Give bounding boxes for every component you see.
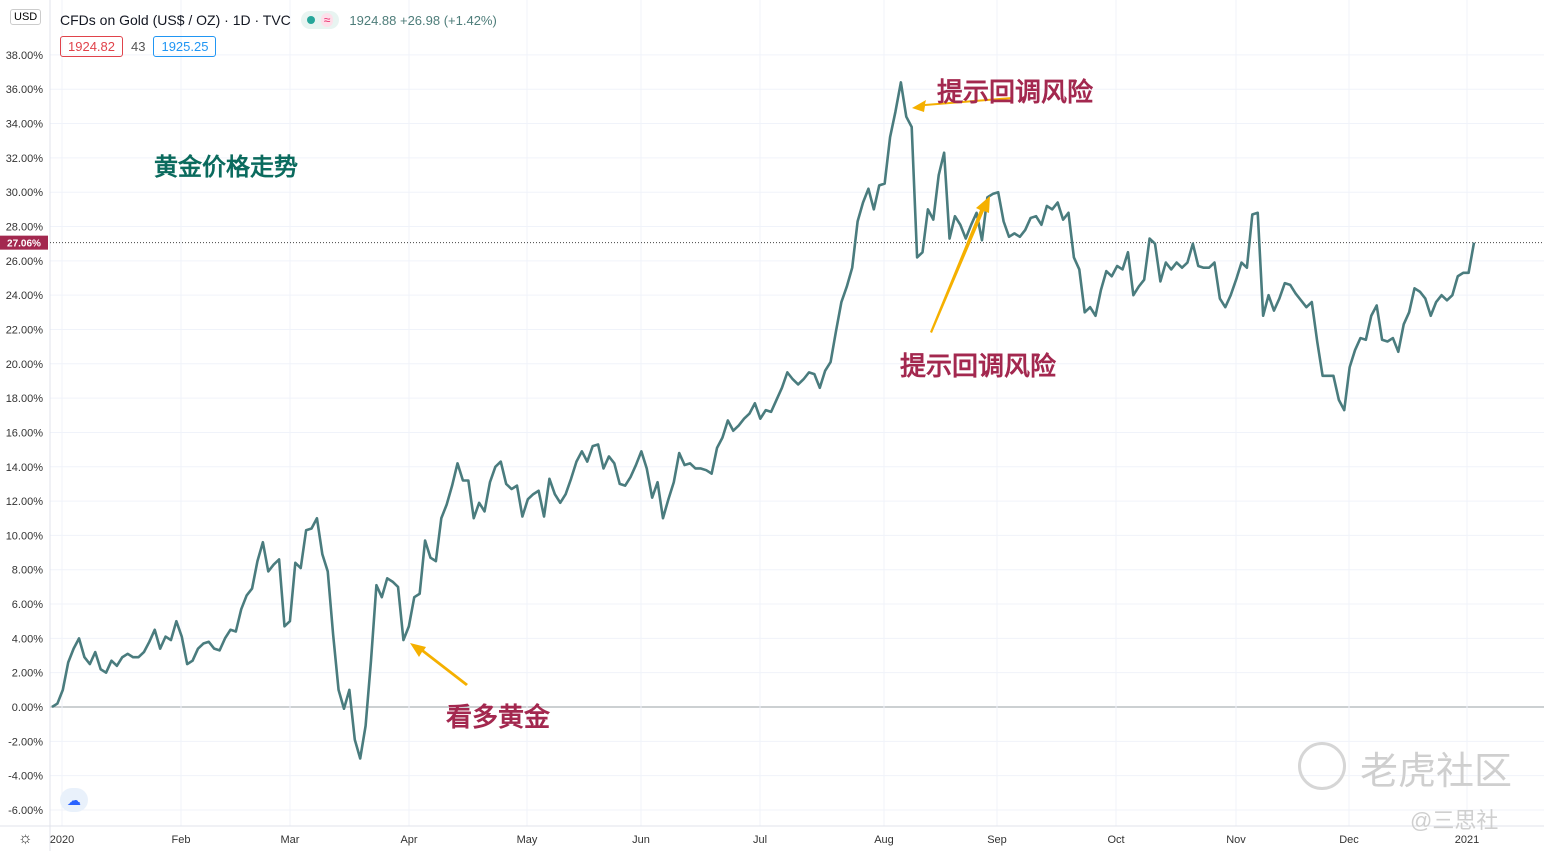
y-tick-label: 26.00% <box>6 256 44 268</box>
x-tick-label: Apr <box>400 834 417 846</box>
y-tick-label: 34.00% <box>6 119 44 131</box>
x-tick-label: 2020 <box>50 834 74 846</box>
quote: 1924.88 +26.98 (+1.42%) <box>349 12 497 28</box>
arrow-1 <box>912 97 1012 112</box>
y-tick-label: 0.00% <box>12 702 43 714</box>
buy-button[interactable]: 1925.25 <box>153 36 217 57</box>
arrow-2 <box>930 196 990 333</box>
y-tick-label: 2.00% <box>12 668 43 680</box>
sell-button[interactable]: 1924.82 <box>60 36 123 57</box>
y-tick-label: 12.00% <box>6 496 44 508</box>
y-tick-label: 24.00% <box>6 290 44 302</box>
watermark-author: @三思社 <box>1410 808 1499 833</box>
spread: 43 <box>131 39 146 54</box>
annotation-risk-2: 提示回调风险 <box>900 351 1057 381</box>
y-tick-label: 36.00% <box>6 84 44 96</box>
y-tick-label: 18.00% <box>6 393 44 405</box>
x-tick-label: 2021 <box>1455 834 1479 846</box>
y-tick-label: 14.00% <box>6 462 44 474</box>
annotation-title: 黄金价格走势 <box>154 154 298 181</box>
x-tick-label: Oct <box>1107 834 1124 846</box>
settings-icon[interactable]: ☼ <box>18 830 33 847</box>
arrow-3 <box>410 643 468 686</box>
y-tick-label: 22.00% <box>6 324 44 336</box>
x-tick-label: Jul <box>753 834 767 846</box>
bid-ask: 1924.82 43 1925.25 <box>60 36 217 57</box>
y-tick-label: -6.00% <box>8 805 43 817</box>
x-tick-label: Mar <box>281 834 300 846</box>
y-tick-label: 30.00% <box>6 187 44 199</box>
y-tick-label: 38.00% <box>6 50 44 62</box>
x-tick-label: Feb <box>172 834 191 846</box>
watermark-brand: 老虎社区 <box>1360 751 1513 793</box>
y-tick-label: 16.00% <box>6 427 44 439</box>
chart-header: CFDs on Gold (US$ / OZ) · 1D · TVC ≈ 192… <box>60 11 497 29</box>
y-tick-label: 8.00% <box>12 565 43 577</box>
currency-label[interactable]: USD <box>10 9 42 25</box>
x-tick-label: Aug <box>874 834 894 846</box>
tradingview-logo-icon[interactable]: ☁ <box>60 788 88 812</box>
status-dot-icon <box>306 16 315 24</box>
symbol-title[interactable]: CFDs on Gold (US$ / OZ) · 1D · TVC <box>60 12 291 28</box>
price-line <box>51 81 1476 760</box>
x-tick-label: Jun <box>632 834 650 846</box>
tiger-logo-icon <box>1298 742 1346 790</box>
y-tick-label: 32.00% <box>6 153 44 165</box>
x-tick-label: Dec <box>1339 834 1359 846</box>
y-tick-label: -2.00% <box>8 736 43 748</box>
last-value-badge <box>0 235 48 250</box>
annotation-risk-1: 提示回调风险 <box>937 77 1094 107</box>
x-tick-label: Sep <box>987 834 1007 846</box>
last-value-label: 27.06% <box>7 239 41 250</box>
y-tick-label: 6.00% <box>12 599 43 611</box>
y-tick-label: 10.00% <box>6 530 44 542</box>
y-tick-label: 28.00% <box>6 222 44 234</box>
x-tick-label: May <box>517 834 538 846</box>
y-tick-label: 4.00% <box>12 633 43 645</box>
wave-icon: ≈ <box>320 13 334 27</box>
market-status[interactable]: ≈ <box>300 11 340 29</box>
annotation-bullish: 看多黄金 <box>446 702 551 732</box>
x-tick-label: Nov <box>1226 834 1246 846</box>
y-tick-label: -4.00% <box>8 771 43 783</box>
y-tick-label: 20.00% <box>6 359 44 371</box>
